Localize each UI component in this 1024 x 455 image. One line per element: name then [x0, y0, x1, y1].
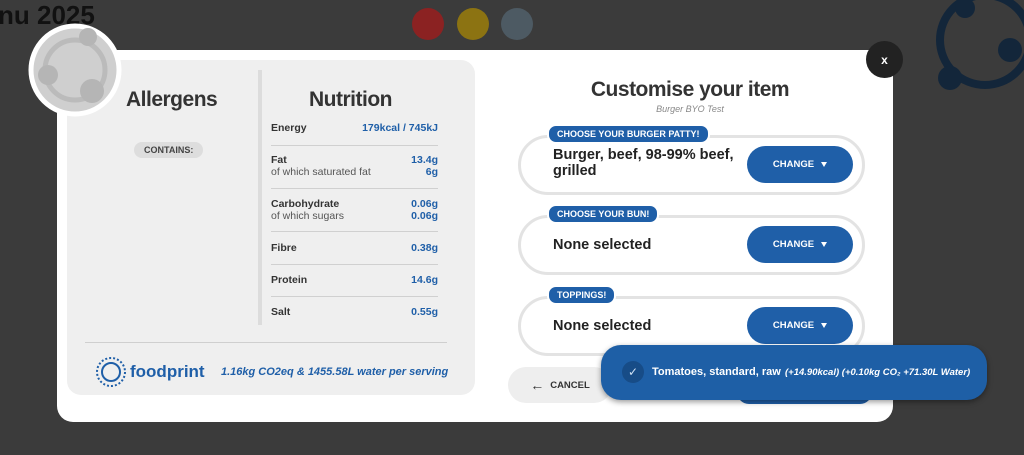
option-tag: TOPPINGS! — [547, 285, 617, 305]
option-tag: CHOOSE YOUR BUN! — [547, 204, 660, 224]
icon — [412, 8, 444, 40]
toast-item: Tomatoes, standard, raw — [652, 366, 781, 378]
icon — [501, 8, 533, 40]
nutrient-value: 0.38g — [411, 242, 438, 254]
customise-title: Customise your item — [590, 78, 790, 101]
nutrient-value: 0.06g — [411, 198, 438, 210]
change-label: CHANGE — [772, 239, 815, 250]
foodprint-logo — [96, 357, 126, 387]
sub-value: 6g — [425, 166, 438, 178]
icon — [457, 8, 489, 40]
option-tag: CHOOSE YOUR BURGER PATTY! — [547, 124, 710, 144]
option-value: Burger, beef, 98-99% beef, grilled — [553, 147, 734, 179]
dropdown-arrow — [821, 323, 828, 328]
close-button[interactable]: x — [866, 41, 903, 78]
sub-label: of which saturated fat — [271, 166, 371, 178]
row-separator — [271, 145, 438, 146]
row-separator — [271, 296, 438, 297]
option-value: None selected — [553, 237, 652, 253]
nutrient-label: Carbohydrate — [271, 198, 340, 210]
allergens-title: Allergens — [126, 88, 218, 111]
back-arrow: ← — [530, 377, 545, 393]
divider — [85, 342, 447, 343]
check-icon[interactable]: ✓ — [622, 361, 644, 383]
nutrient-value: 14.6g — [411, 274, 438, 286]
nutrient-value: 13.4g — [411, 154, 438, 166]
dropdown-arrow — [821, 242, 828, 247]
row-separator — [271, 231, 438, 232]
toast-detail: (+14.90kcal) (+0.10kg CO₂ +71.30L Water) — [785, 367, 971, 378]
cancel-label: CANCEL — [550, 379, 590, 391]
nutrition-row: Fat 13.4g of which saturated fat 6g — [271, 154, 438, 178]
sub-label: of which sugars — [271, 210, 344, 222]
nutrition-title: Nutrition — [309, 88, 392, 111]
nutrient-label: Salt — [271, 306, 291, 318]
nutrient-label: Protein — [271, 274, 308, 286]
nutrient-value: 179kcal / 745kJ — [362, 122, 438, 134]
change-button[interactable]: CHANGE — [747, 146, 853, 183]
nutrition-row: Protein 14.6g — [271, 274, 438, 286]
logo-bg — [936, 0, 1024, 90]
divider — [258, 70, 262, 325]
sub-value: 0.06g — [411, 210, 438, 222]
footprint-text: 1.16kg CO2eq & 1455.58L water per servin… — [221, 366, 449, 378]
change-button[interactable]: CHANGE — [747, 226, 853, 263]
nutrient-label: Energy — [271, 122, 307, 134]
nutrient-label: Fat — [271, 154, 287, 166]
contains-label: CONTAINS: — [134, 142, 204, 158]
nutrient-value: 0.55g — [411, 306, 438, 318]
row-separator — [271, 188, 438, 189]
change-label: CHANGE — [772, 159, 815, 170]
nutrition-row: Energy 179kcal / 745kJ — [271, 122, 438, 134]
change-label: CHANGE — [772, 320, 815, 331]
toast — [601, 345, 987, 400]
dropdown-arrow — [821, 162, 828, 167]
nutrition-row: Fibre 0.38g — [271, 242, 438, 254]
nutrient-label: Fibre — [271, 242, 297, 254]
customise-subtitle: Burger BYO Test — [656, 104, 724, 114]
item-image — [28, 23, 122, 117]
nutrition-row: Salt 0.55g — [271, 306, 438, 318]
option-value: None selected — [553, 318, 652, 334]
row-separator — [271, 264, 438, 265]
foodprint-brand: foodprint — [130, 362, 205, 381]
nutrition-row: Carbohydrate 0.06g of which sugars 0.06g — [271, 198, 438, 222]
cancel-button[interactable]: ← CANCEL — [508, 367, 612, 403]
info-panel — [67, 60, 475, 395]
change-button[interactable]: CHANGE — [747, 307, 853, 344]
